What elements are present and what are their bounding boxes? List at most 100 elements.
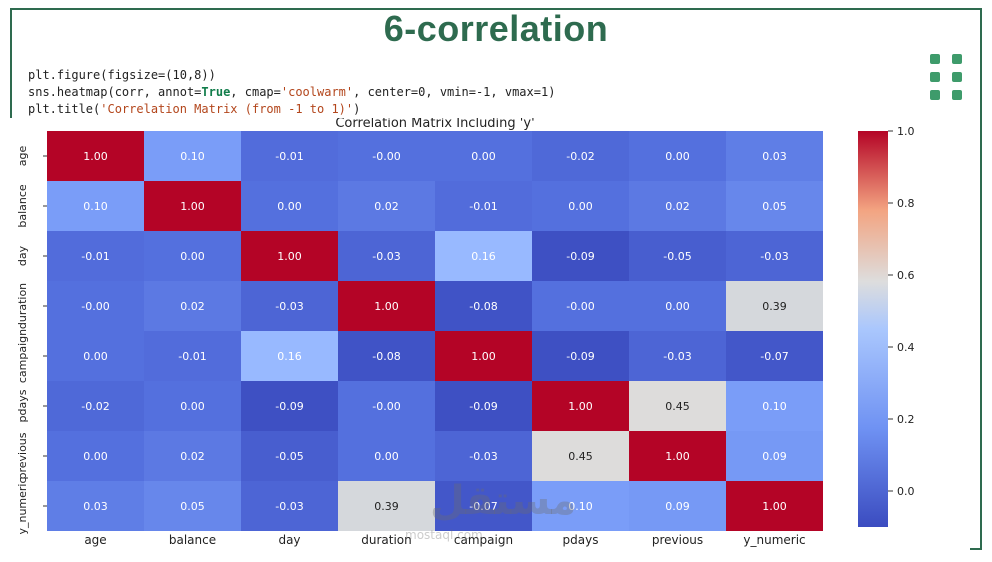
colorbar <box>858 131 888 527</box>
heatmap-cell <box>726 481 823 531</box>
cell-annotation: -0.03 <box>760 250 788 263</box>
cell-annotation: -0.03 <box>663 350 691 363</box>
cell-annotation: -0.08 <box>372 350 400 363</box>
grid-dots-icon <box>930 54 966 100</box>
cell-annotation: -0.08 <box>469 300 497 313</box>
cell-annotation: -0.01 <box>469 200 497 213</box>
heatmap-cell <box>144 431 241 481</box>
heatmap-cell <box>144 231 241 281</box>
code-line-3: plt.title('Correlation Matrix (from -1 t… <box>28 101 360 117</box>
heatmap-cell <box>144 181 241 231</box>
heatmap-cell <box>241 381 338 431</box>
cell-annotation: 0.02 <box>180 300 205 313</box>
cell-annotation: 0.45 <box>665 400 690 413</box>
cell-annotation: 0.10 <box>83 200 108 213</box>
code-title-string: 'Correlation Matrix (from -1 to 1)' <box>100 102 354 116</box>
cell-annotation: 0.03 <box>83 500 108 513</box>
cell-annotation: 0.00 <box>665 150 690 163</box>
cell-annotation: 0.39 <box>762 300 787 313</box>
cell-annotation: 0.00 <box>180 250 205 263</box>
y-tick-label: previous <box>16 432 29 479</box>
colorbar-tick-label: 1.0 <box>897 125 915 138</box>
heatmap-cell <box>726 381 823 431</box>
cell-annotation: 0.09 <box>665 500 690 513</box>
heatmap-cell <box>241 481 338 531</box>
cell-annotation: 1.00 <box>568 400 593 413</box>
cell-annotation: 0.00 <box>374 450 399 463</box>
code-line-1: plt.figure(figsize=(10,8)) <box>28 67 216 83</box>
code-close-paren: ) <box>353 102 361 116</box>
x-tick-label: day <box>278 533 300 547</box>
cell-annotation: -0.07 <box>760 350 788 363</box>
cell-annotation: 1.00 <box>180 200 205 213</box>
heatmap-cell <box>338 231 435 281</box>
colorbar-tick-label: 0.2 <box>897 413 915 426</box>
cell-annotation: 1.00 <box>277 250 302 263</box>
y-tick-label: pdays <box>16 389 29 422</box>
cell-annotation: -0.01 <box>81 250 109 263</box>
cell-annotation: -0.09 <box>566 250 594 263</box>
x-tick-label: campaign <box>454 533 513 547</box>
cell-annotation: 0.00 <box>568 200 593 213</box>
cell-annotation: 0.45 <box>568 450 593 463</box>
heatmap-cell <box>144 281 241 331</box>
cell-annotation: 0.39 <box>374 500 399 513</box>
y-tick-label: duration <box>16 283 29 329</box>
heatmap-cell <box>144 131 241 181</box>
heatmap-cell <box>338 381 435 431</box>
code-true-keyword: True <box>201 85 231 99</box>
x-tick-label: previous <box>652 533 703 547</box>
heatmap-cell <box>629 381 726 431</box>
heatmap-cell <box>726 331 823 381</box>
heatmap-cell <box>629 131 726 181</box>
heatmap-cell <box>144 331 241 381</box>
heatmap-cell <box>435 181 532 231</box>
heatmap-cell <box>629 281 726 331</box>
y-tick-label: age <box>16 146 29 167</box>
heatmap-cell <box>435 331 532 381</box>
heatmap-cell <box>435 431 532 481</box>
cell-annotation: 1.00 <box>665 450 690 463</box>
correlation-heatmap: Correlation Matrix Including 'y' 1.00 0.1… <box>16 116 915 547</box>
heatmap-cell <box>338 431 435 481</box>
heatmap-cell <box>144 481 241 531</box>
cell-annotation: 0.02 <box>374 200 399 213</box>
x-tick-label: balance <box>169 533 216 547</box>
cell-annotation: 0.00 <box>180 400 205 413</box>
heatmap-cell <box>47 181 144 231</box>
heatmap-cell <box>241 331 338 381</box>
code-cmap-arg: , cmap= <box>230 85 281 99</box>
heatmap-cell <box>726 231 823 281</box>
heatmap-cell <box>532 381 629 431</box>
cell-annotation: 0.03 <box>762 150 787 163</box>
cell-annotation: 0.09 <box>762 450 787 463</box>
heatmap-cell <box>532 481 629 531</box>
code-center-args: , center=0, vmin=-1, vmax=1) <box>353 85 556 99</box>
code-cmap-string: 'coolwarm' <box>280 85 354 99</box>
cell-annotation: -0.01 <box>178 350 206 363</box>
y-tick-label: balance <box>16 184 29 228</box>
cell-annotation: -0.05 <box>275 450 303 463</box>
chart-title: Correlation Matrix Including 'y' <box>335 118 534 131</box>
cell-annotation: 1.00 <box>374 300 399 313</box>
cell-annotation: -0.02 <box>81 400 109 413</box>
heatmap-cell <box>629 181 726 231</box>
heatmap-cell <box>338 481 435 531</box>
heatmap-cell <box>629 481 726 531</box>
cell-annotation: -0.00 <box>372 150 400 163</box>
heatmap-cell <box>47 431 144 481</box>
heatmap-cell <box>435 131 532 181</box>
x-tick-label: duration <box>361 533 412 547</box>
cell-annotation: -0.07 <box>469 500 497 513</box>
heatmap-cell <box>435 281 532 331</box>
heatmap-cell <box>144 381 241 431</box>
x-tick-label: age <box>84 533 106 547</box>
heatmap-plot-area: Correlation Matrix Including 'y' 1.00 0.1… <box>8 116 970 558</box>
cell-annotation: -0.00 <box>566 300 594 313</box>
cell-annotation: 0.00 <box>471 150 496 163</box>
cell-annotation: -0.01 <box>275 150 303 163</box>
y-tick-label: day <box>16 245 29 266</box>
cell-annotation: 0.00 <box>665 300 690 313</box>
watermark-logo: مستقل <box>430 478 577 524</box>
heatmap-cell <box>47 231 144 281</box>
